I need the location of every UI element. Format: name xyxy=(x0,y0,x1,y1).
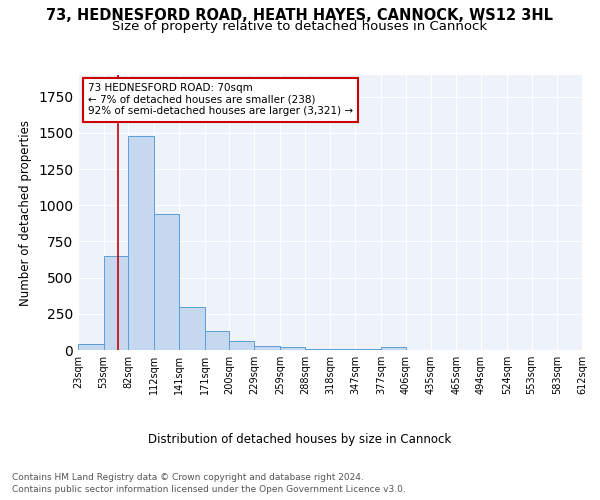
Text: Contains HM Land Registry data © Crown copyright and database right 2024.: Contains HM Land Registry data © Crown c… xyxy=(12,472,364,482)
Y-axis label: Number of detached properties: Number of detached properties xyxy=(19,120,32,306)
Text: 73, HEDNESFORD ROAD, HEATH HAYES, CANNOCK, WS12 3HL: 73, HEDNESFORD ROAD, HEATH HAYES, CANNOC… xyxy=(47,8,554,22)
Bar xyxy=(179,308,205,350)
Text: Distribution of detached houses by size in Cannock: Distribution of detached houses by size … xyxy=(148,432,452,446)
Text: Size of property relative to detached houses in Cannock: Size of property relative to detached ho… xyxy=(112,20,488,33)
Text: 73 HEDNESFORD ROAD: 70sqm
← 7% of detached houses are smaller (238)
92% of semi-: 73 HEDNESFORD ROAD: 70sqm ← 7% of detach… xyxy=(88,83,353,116)
Text: Contains public sector information licensed under the Open Government Licence v3: Contains public sector information licen… xyxy=(12,485,406,494)
Bar xyxy=(205,331,229,350)
Bar xyxy=(78,344,104,350)
Bar xyxy=(280,347,305,350)
Bar xyxy=(229,340,254,350)
Bar xyxy=(254,346,280,350)
Bar xyxy=(128,136,154,350)
Bar xyxy=(104,256,128,350)
Bar xyxy=(154,214,179,350)
Bar xyxy=(381,347,406,350)
